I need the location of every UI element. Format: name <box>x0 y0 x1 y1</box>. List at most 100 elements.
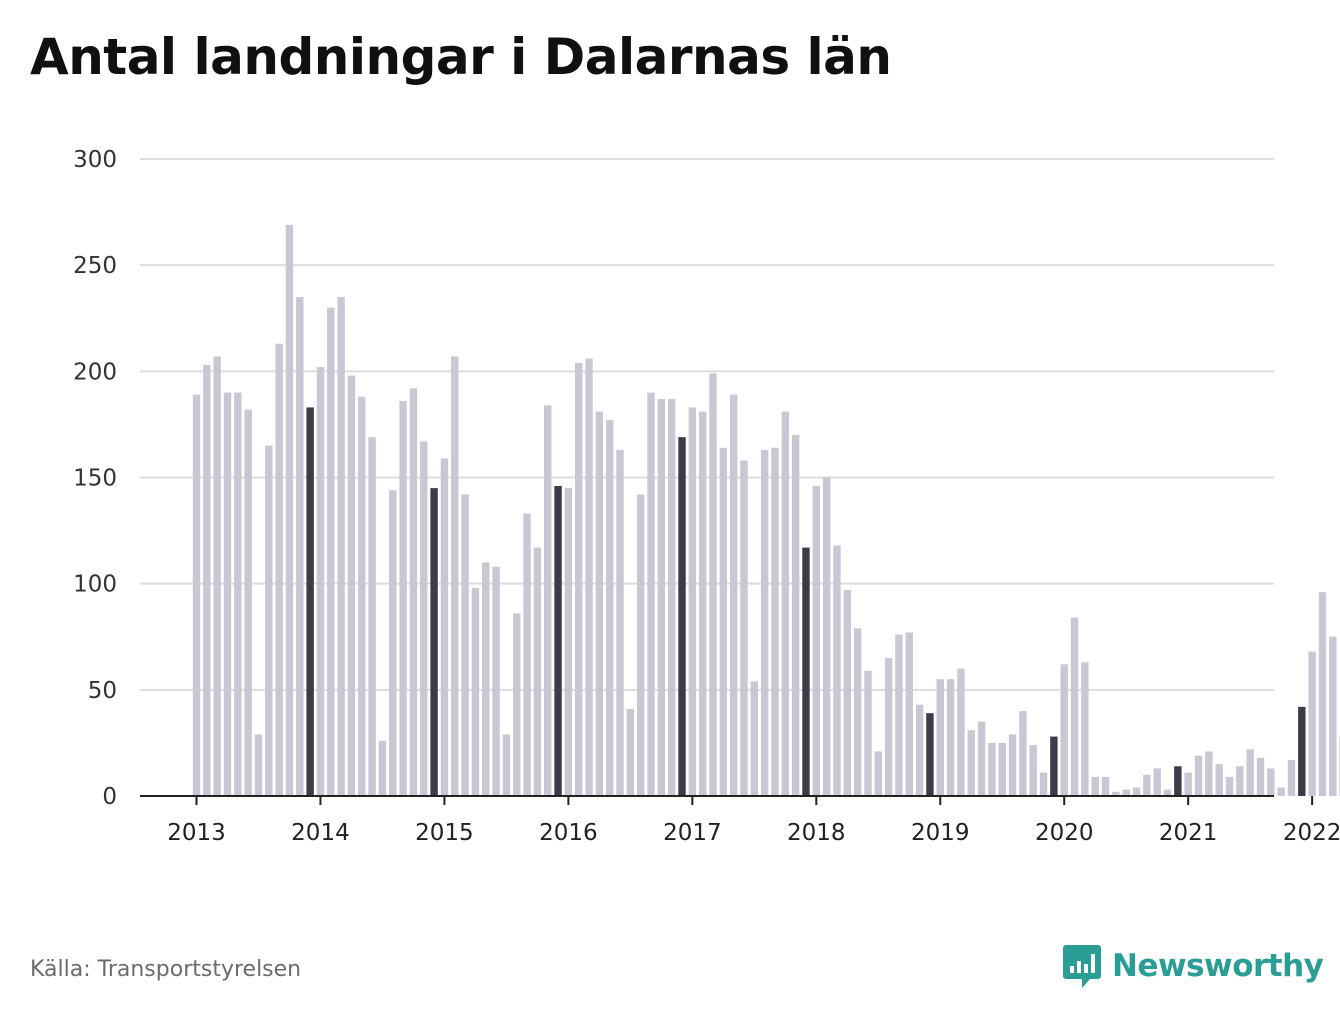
bar <box>347 375 356 796</box>
bar <box>203 364 211 796</box>
bar <box>420 441 428 796</box>
x-tick-label: 2019 <box>911 820 970 846</box>
bar <box>895 634 903 796</box>
y-tick-label: 50 <box>88 678 117 704</box>
x-tick-label: 2017 <box>663 820 722 846</box>
source-note: Källa: Transportstyrelsen <box>30 957 302 982</box>
bar <box>812 485 820 796</box>
bar <box>977 721 986 796</box>
bar <box>884 657 893 796</box>
x-tick-label: 2022 <box>1283 820 1340 846</box>
newsworthy-logo-icon <box>1063 945 1101 988</box>
bar <box>513 613 521 796</box>
bar <box>843 590 851 796</box>
bar <box>368 437 376 796</box>
bar <box>492 566 500 796</box>
bar <box>451 356 459 796</box>
bar <box>1256 757 1265 796</box>
bar <box>409 388 418 796</box>
x-tick-label: 2021 <box>1159 820 1218 846</box>
bar <box>399 401 407 796</box>
y-tick-label: 200 <box>73 359 117 385</box>
bar <box>306 407 314 796</box>
bar <box>234 392 242 796</box>
x-tick-label: 2013 <box>167 820 226 846</box>
bar <box>1163 789 1172 796</box>
bar <box>213 356 221 796</box>
bar <box>430 488 438 796</box>
bar <box>636 494 645 796</box>
bar <box>719 447 728 796</box>
bar <box>389 490 397 796</box>
y-tick-label: 150 <box>73 466 117 492</box>
bar <box>760 449 769 796</box>
bar <box>1060 664 1068 796</box>
brand-logo: Newsworthy <box>1062 942 1324 990</box>
bar <box>616 449 624 796</box>
bar <box>316 367 325 796</box>
bar <box>864 670 872 796</box>
bar <box>265 445 273 796</box>
bar <box>802 547 810 796</box>
bar <box>1070 617 1079 796</box>
bar <box>575 362 583 796</box>
bar <box>1029 745 1037 796</box>
bar <box>988 742 996 796</box>
bars <box>192 224 1340 796</box>
bar <box>1081 662 1089 796</box>
bar <box>678 437 686 796</box>
bar <box>1122 789 1130 796</box>
bar <box>657 398 666 796</box>
bar <box>1143 774 1151 796</box>
bar <box>1101 776 1110 796</box>
bar <box>461 494 469 796</box>
bar <box>285 224 294 796</box>
y-tick-label: 0 <box>102 784 117 810</box>
bar <box>998 742 1006 796</box>
bar <box>936 679 944 796</box>
bar <box>1225 776 1234 796</box>
bar <box>254 734 263 796</box>
bar <box>647 392 655 796</box>
x-tick-label: 2014 <box>291 820 350 846</box>
bar <box>709 373 717 796</box>
bar <box>1246 749 1254 796</box>
bar <box>482 562 490 796</box>
bar <box>440 458 449 796</box>
x-axis: 2013 2014 2015 2016 2017 2018 2019 2020 2021 2022 <box>140 795 1340 846</box>
bar <box>1287 759 1296 796</box>
bar <box>957 668 965 796</box>
bar <box>1091 776 1099 796</box>
bar <box>791 435 800 796</box>
bar <box>729 394 738 796</box>
bar <box>533 547 542 796</box>
bar <box>1205 751 1213 796</box>
bar <box>853 628 862 796</box>
bar <box>740 460 748 796</box>
y-tick-label: 300 <box>73 147 117 173</box>
bar <box>1132 787 1141 796</box>
bar <box>1184 772 1192 796</box>
bar <box>585 358 593 796</box>
bar <box>523 513 531 796</box>
bar <box>750 681 759 796</box>
bar <box>327 307 335 796</box>
bar <box>1236 766 1244 796</box>
bar <box>564 488 573 796</box>
bar <box>244 409 252 796</box>
x-tick-label: 2018 <box>787 820 846 846</box>
bar <box>544 405 552 796</box>
bar <box>771 447 779 796</box>
bar <box>1318 592 1327 796</box>
bar <box>626 708 635 796</box>
bar <box>606 420 614 796</box>
bar <box>905 632 913 796</box>
bar <box>874 751 882 796</box>
bar <box>1039 772 1048 796</box>
bar <box>1329 636 1337 796</box>
bar <box>1050 736 1058 796</box>
bar <box>1008 734 1017 796</box>
bar <box>296 297 304 796</box>
bar <box>967 730 975 796</box>
x-tick-label: 2016 <box>539 820 598 846</box>
